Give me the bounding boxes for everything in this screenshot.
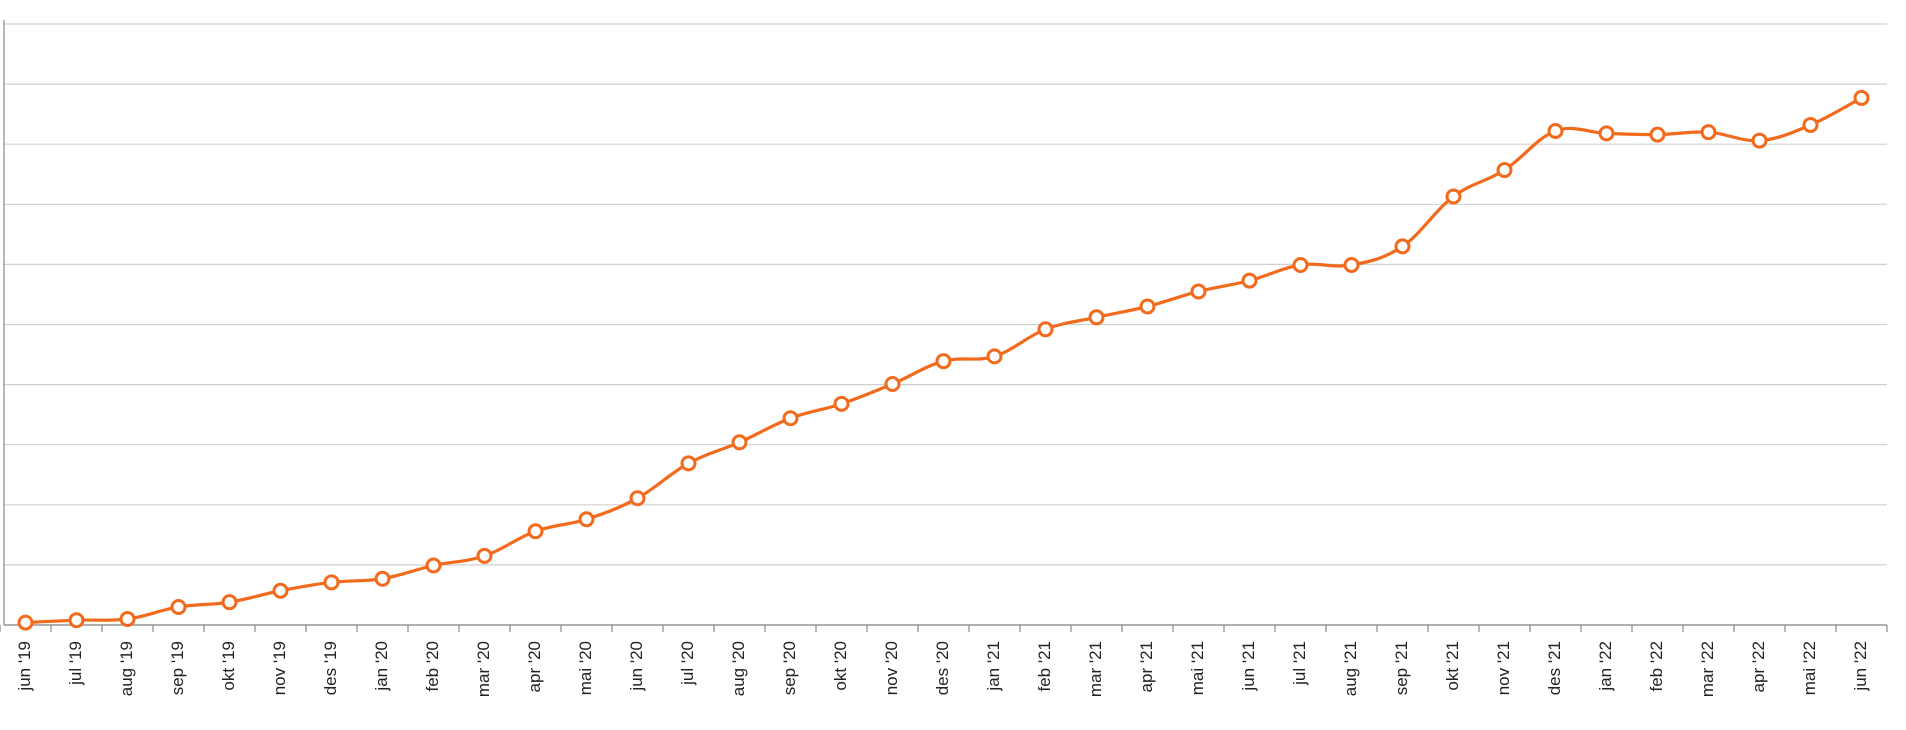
x-tick-label: sep '20 bbox=[780, 641, 799, 695]
point bbox=[221, 594, 238, 611]
point bbox=[1496, 162, 1513, 179]
x-tick-label: mai '21 bbox=[1188, 641, 1207, 695]
x-tick-label: jul '19 bbox=[66, 641, 85, 686]
x-tick-label: sep '21 bbox=[1392, 641, 1411, 695]
point bbox=[1598, 125, 1615, 142]
point bbox=[68, 612, 85, 629]
x-tick-label: sep '19 bbox=[168, 641, 187, 695]
point bbox=[1547, 122, 1564, 139]
point bbox=[527, 523, 544, 540]
point bbox=[629, 490, 646, 507]
point bbox=[323, 574, 340, 591]
point bbox=[935, 353, 952, 370]
point bbox=[1088, 309, 1105, 326]
point bbox=[1802, 116, 1819, 133]
point bbox=[782, 410, 799, 427]
x-tick-label: jan '20 bbox=[372, 641, 391, 692]
x-tick-label: des '19 bbox=[321, 641, 340, 695]
x-tick-label: jan '21 bbox=[984, 641, 1003, 692]
point bbox=[680, 455, 697, 472]
point bbox=[170, 598, 187, 615]
x-tick-label: jun '19 bbox=[15, 641, 34, 692]
point bbox=[1190, 283, 1207, 300]
x-tick-label: jul '21 bbox=[1290, 641, 1309, 686]
x-tick-label: mar '22 bbox=[1698, 641, 1717, 697]
x-tick-label: jan '22 bbox=[1596, 641, 1615, 692]
x-tick-label: nov '21 bbox=[1494, 641, 1513, 695]
point bbox=[1700, 124, 1717, 141]
x-tick-label: jun '20 bbox=[627, 641, 646, 692]
point bbox=[272, 582, 289, 599]
point bbox=[578, 511, 595, 528]
point bbox=[1445, 188, 1462, 205]
x-tick-label: okt '19 bbox=[219, 641, 238, 691]
x-tick-label: jul '20 bbox=[678, 641, 697, 686]
x-tick-label: jun '22 bbox=[1851, 641, 1870, 692]
x-tick-label: des '21 bbox=[1545, 641, 1564, 695]
x-tick-label: nov '19 bbox=[270, 641, 289, 695]
x-tick-label: mar '21 bbox=[1086, 641, 1105, 697]
point bbox=[1292, 257, 1309, 274]
point bbox=[476, 547, 493, 564]
point bbox=[986, 348, 1003, 365]
x-tick-label: okt '21 bbox=[1443, 641, 1462, 691]
x-tick-label: mai '22 bbox=[1800, 641, 1819, 695]
point bbox=[833, 395, 850, 412]
point bbox=[1649, 126, 1666, 143]
point bbox=[731, 434, 748, 451]
x-tick-label: feb '20 bbox=[423, 641, 442, 692]
x-tick-label: mar '20 bbox=[474, 641, 493, 697]
point bbox=[1241, 272, 1258, 289]
point bbox=[425, 557, 442, 574]
x-tick-label: feb '22 bbox=[1647, 641, 1666, 692]
point bbox=[119, 610, 136, 627]
x-tick-label: jun '21 bbox=[1239, 641, 1258, 692]
point bbox=[1751, 132, 1768, 149]
point bbox=[1343, 257, 1360, 274]
x-tick-label: mai '20 bbox=[576, 641, 595, 695]
point bbox=[1394, 238, 1411, 255]
x-tick-label: apr '22 bbox=[1749, 641, 1768, 692]
x-tick-label: nov '20 bbox=[882, 641, 901, 695]
point bbox=[1853, 89, 1870, 106]
point bbox=[1037, 321, 1054, 338]
point bbox=[884, 375, 901, 392]
x-tick-label: aug '21 bbox=[1341, 641, 1360, 696]
x-tick-label: des '20 bbox=[933, 641, 952, 695]
x-tick-label: aug '20 bbox=[729, 641, 748, 696]
x-tick-label: apr '21 bbox=[1137, 641, 1156, 692]
point bbox=[374, 570, 391, 587]
x-tick-label: aug '19 bbox=[117, 641, 136, 696]
point bbox=[17, 614, 34, 631]
x-tick-label: apr '20 bbox=[525, 641, 544, 692]
point bbox=[1139, 298, 1156, 315]
x-tick-label: okt '20 bbox=[831, 641, 850, 691]
x-tick-label: feb '21 bbox=[1035, 641, 1054, 692]
